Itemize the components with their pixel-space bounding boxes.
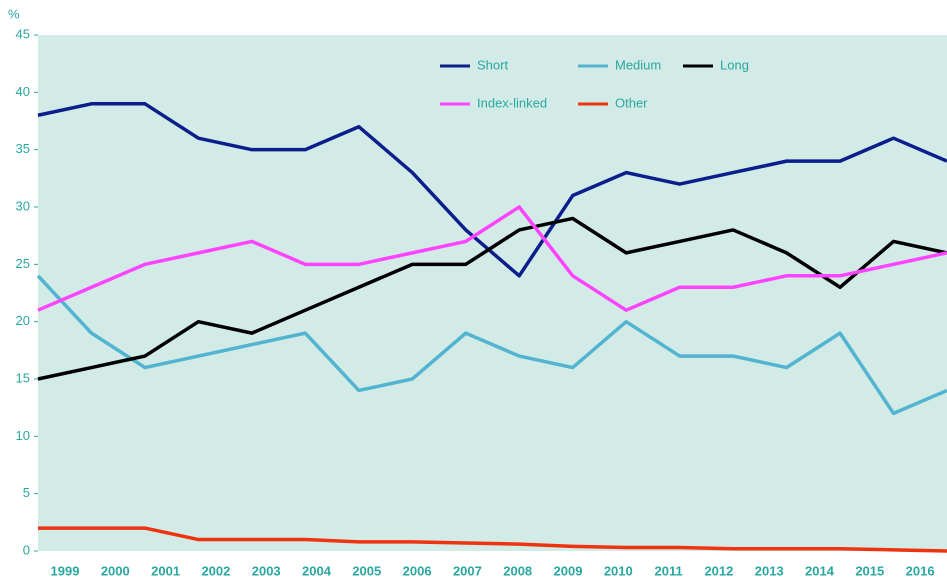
x-tick-label: 2013 [755, 563, 784, 578]
x-tick-label: 2011 [654, 563, 682, 578]
legend-label: Medium [615, 57, 661, 72]
x-tick-label: 2003 [252, 563, 281, 578]
line-series [37, 216, 947, 381]
y-tick-label: 0 [23, 542, 30, 557]
x-tick-label: 2015 [855, 563, 884, 578]
line-series [37, 102, 947, 278]
x-tick-label: 2009 [554, 563, 583, 578]
x-tick-label: 2007 [453, 563, 482, 578]
plot-background [38, 35, 947, 551]
x-tick-label: 2012 [704, 563, 733, 578]
y-tick-label: 25 [16, 256, 30, 271]
x-tick-label: 2006 [403, 563, 432, 578]
x-tick-label: 1999 [51, 563, 80, 578]
legend-label: Short [477, 57, 508, 72]
x-tick-label: 2004 [302, 563, 332, 578]
y-tick-label: 10 [16, 428, 30, 443]
legend-label: Long [720, 57, 749, 72]
x-tick-label: 2000 [101, 563, 130, 578]
y-tick-label: 35 [16, 141, 30, 156]
x-tick-label: 2001 [151, 563, 180, 578]
y-tick-label: 45 [16, 26, 30, 41]
y-tick-label: 30 [16, 198, 30, 213]
line-series [38, 526, 947, 553]
legend-label: Index-linked [477, 95, 547, 110]
y-tick-label: 40 [16, 84, 30, 99]
line-series [37, 205, 947, 312]
y-axis-label: % [8, 6, 20, 21]
x-tick-label: 2014 [805, 563, 835, 578]
x-tick-label: 2005 [352, 563, 381, 578]
line-series [36, 274, 947, 416]
y-tick-label: 20 [16, 313, 30, 328]
x-tick-label: 2002 [201, 563, 230, 578]
y-tick-label: 15 [16, 370, 30, 385]
x-tick-label: 2016 [906, 563, 935, 578]
legend-label: Other [615, 95, 648, 110]
y-tick-label: 5 [23, 485, 30, 500]
x-tick-label: 2008 [503, 563, 532, 578]
x-tick-label: 2010 [604, 563, 633, 578]
